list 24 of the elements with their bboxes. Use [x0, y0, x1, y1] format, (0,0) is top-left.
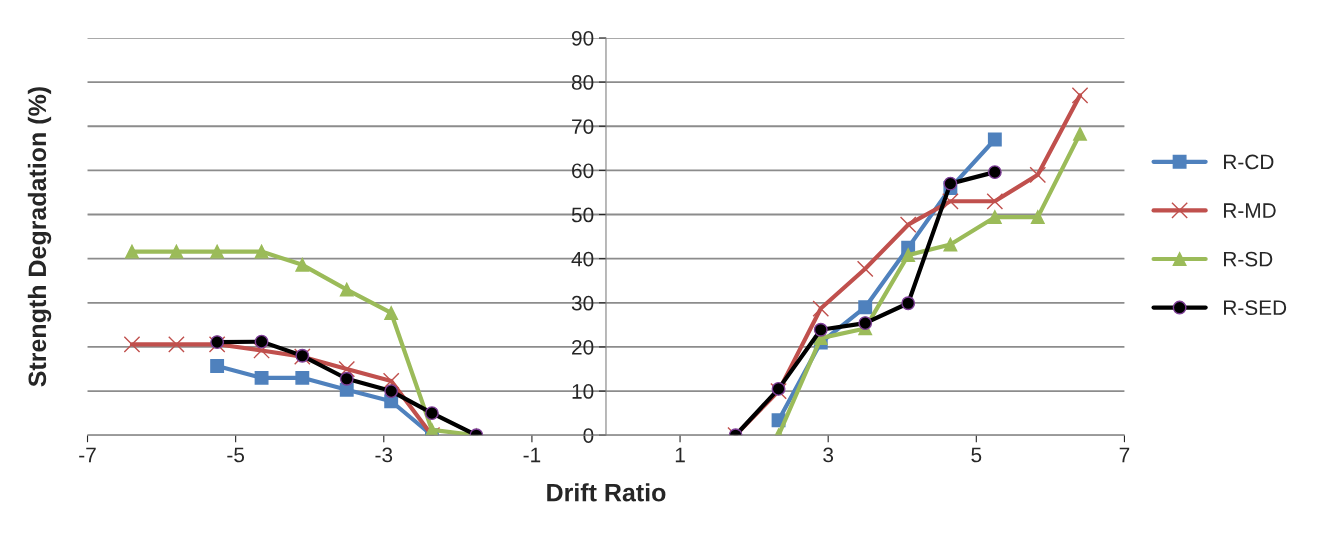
x-tick-label: -7	[79, 447, 96, 463]
x-axis-title: Drift Ratio	[547, 483, 666, 502]
y-tick-label: 20	[572, 339, 594, 355]
x-tick-label: 1	[675, 447, 685, 463]
x-tick-label: -1	[523, 447, 541, 463]
y-tick-label: 80	[571, 75, 594, 90]
y-tick-label: 30	[571, 295, 594, 311]
y-tick-label: 40	[571, 251, 594, 267]
x-tick-label: -5	[227, 447, 245, 463]
x-tick-label: 7	[1119, 447, 1130, 463]
legend-label: R-MD	[1224, 203, 1276, 218]
y-tick-label: 70	[572, 119, 594, 134]
y-tick-label: 50	[571, 207, 594, 223]
x-tick-label: 3	[823, 447, 834, 463]
legend-label: R-SD	[1224, 251, 1273, 267]
y-tick-label: 90	[571, 30, 594, 46]
legend-label: R-SED	[1224, 300, 1287, 316]
legend-label: R-CD	[1224, 154, 1274, 170]
y-tick-label: 60	[572, 163, 594, 179]
y-tick-label: 0	[583, 428, 594, 443]
y-axis-title: Strength Degradation (%)	[27, 87, 52, 387]
x-tick-label: 5	[971, 447, 982, 463]
x-tick-label: -3	[375, 447, 393, 463]
y-tick-label: 10	[572, 384, 594, 399]
